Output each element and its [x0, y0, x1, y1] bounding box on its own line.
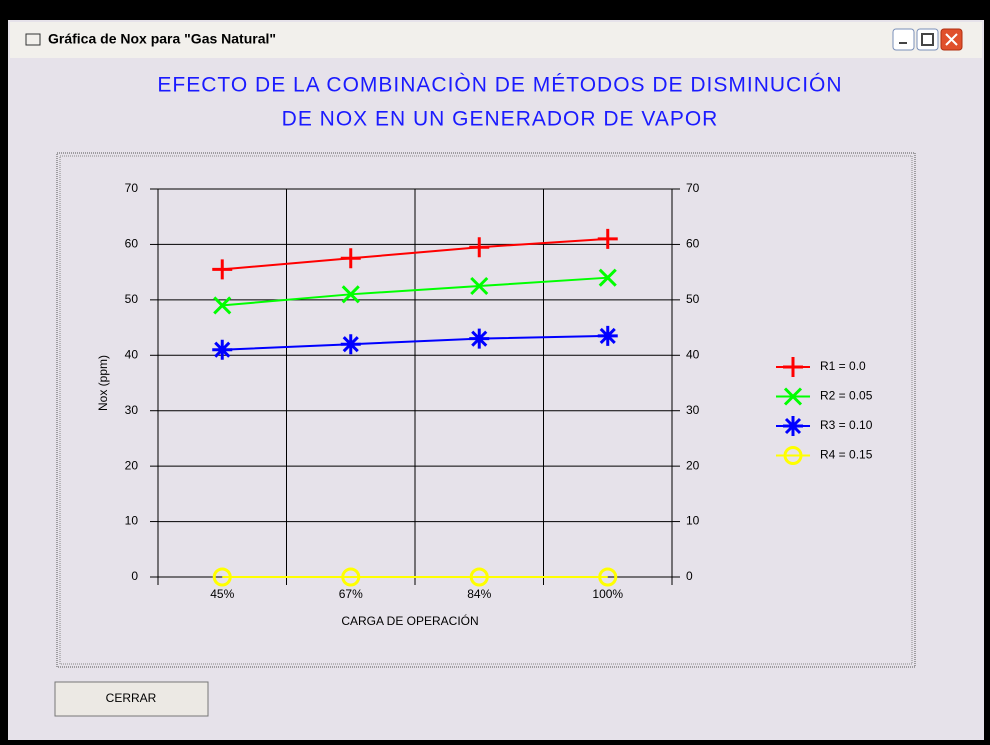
series-line — [222, 276, 608, 307]
y-tick-label: 0 — [131, 569, 138, 583]
data-point — [212, 567, 232, 587]
button-label[interactable]: CERRAR — [106, 691, 157, 705]
y2-tick-label: 40 — [686, 347, 700, 361]
legend-marker — [783, 357, 803, 377]
y-tick-label: 30 — [125, 403, 139, 417]
data-point — [341, 285, 360, 304]
window-title: Gráfica de Nox para "Gas Natural" — [48, 31, 276, 47]
y2-tick-label: 20 — [686, 458, 700, 472]
title-bar — [10, 22, 982, 58]
minimize-icon — [899, 42, 907, 44]
data-point — [212, 339, 233, 360]
y2-tick-label: 70 — [686, 181, 700, 195]
y-tick-label: 60 — [125, 237, 139, 251]
y2-tick-label: 60 — [686, 237, 700, 251]
chart-frame-inner — [59, 155, 913, 665]
data-point — [597, 228, 618, 249]
window-icon — [25, 33, 41, 46]
data-point — [213, 296, 232, 315]
data-point — [341, 567, 361, 587]
y2-tick-label: 30 — [686, 403, 700, 417]
y-tick-label: 10 — [125, 514, 139, 528]
legend-label: R2 = 0.05 — [820, 389, 873, 403]
data-point — [598, 268, 617, 287]
y2-tick-label: 50 — [686, 292, 700, 306]
maximize-button[interactable] — [916, 28, 939, 51]
data-point — [598, 567, 618, 587]
data-point — [469, 237, 490, 258]
y-tick-label: 40 — [125, 347, 139, 361]
close-icon — [945, 33, 958, 46]
maximize-icon — [921, 33, 934, 46]
data-point — [469, 567, 489, 587]
legend-marker — [783, 446, 803, 465]
y-tick-label: 50 — [125, 292, 139, 306]
minimize-button[interactable] — [892, 28, 915, 51]
legend-label: R1 = 0.0 — [820, 359, 866, 373]
y-tick-label: 20 — [125, 458, 139, 472]
y2-tick-label: 0 — [686, 569, 693, 583]
legend-marker — [783, 387, 803, 406]
y2-tick-label: 10 — [686, 514, 700, 528]
y-axis-title: Nox (ppm) — [96, 355, 110, 411]
data-point — [470, 276, 489, 296]
x-tick-label: 84% — [467, 587, 491, 601]
x-tick-label: 67% — [339, 587, 363, 601]
series-line — [222, 334, 608, 351]
data-point — [597, 325, 618, 346]
legend-marker — [783, 416, 803, 436]
data-point — [340, 248, 361, 269]
y-tick-label: 70 — [125, 181, 139, 195]
x-tick-label: 100% — [592, 587, 623, 601]
chart-title: DE NOX EN UN GENERADOR DE VAPOR — [282, 108, 719, 131]
x-axis-title: CARGA DE OPERACIÓN — [341, 613, 478, 628]
x-tick-label: 45% — [210, 587, 234, 601]
series-line — [222, 237, 608, 271]
data-point — [212, 259, 233, 280]
close-app-button[interactable] — [54, 681, 209, 717]
data-point — [469, 328, 490, 349]
data-point — [340, 334, 361, 355]
legend-label: R3 = 0.10 — [820, 418, 873, 432]
chart-title: EFECTO DE LA COMBINACIÒN DE MÉTODOS DE D… — [157, 74, 842, 97]
legend-label: R4 = 0.15 — [820, 448, 873, 462]
